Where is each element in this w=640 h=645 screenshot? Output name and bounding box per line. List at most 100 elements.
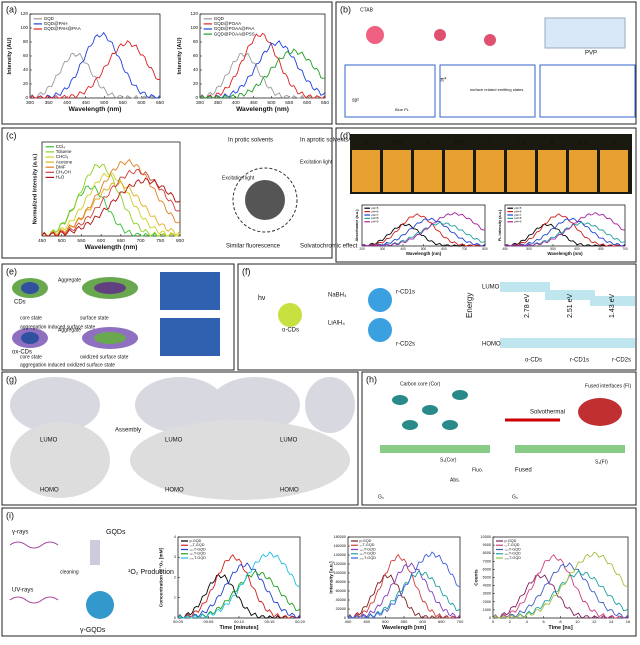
annotation: core state bbox=[20, 315, 42, 321]
x-tick-label: 500 bbox=[267, 100, 275, 106]
y-tick-label: 1 bbox=[174, 596, 176, 600]
annotation: UV-rays bbox=[12, 588, 33, 594]
annotation: CTAB bbox=[360, 7, 374, 13]
i-sketch bbox=[9, 540, 114, 619]
annotation: G₀ bbox=[512, 494, 518, 500]
legend-label: pH=6 bbox=[371, 209, 379, 213]
annotation: aggregation induced oxidized surface sta… bbox=[20, 362, 115, 368]
x-tick-label: 600 bbox=[97, 238, 105, 244]
y-tick-label: 120 bbox=[20, 11, 28, 16]
x-tick-label: 500 bbox=[421, 247, 427, 251]
annotation: PVP bbox=[585, 51, 597, 57]
annotation: Solvothermal bbox=[530, 410, 565, 416]
annotation: S₁(Cor) bbox=[440, 457, 457, 463]
curve bbox=[347, 551, 461, 619]
panel-label: (a) bbox=[6, 4, 17, 14]
panel-frame bbox=[361, 371, 637, 506]
annotation: 2.78 eV bbox=[524, 294, 531, 318]
curve bbox=[504, 217, 626, 247]
y-tick-label: 140000 bbox=[333, 553, 346, 557]
legend-label: ₁₀₀T-GQD bbox=[190, 547, 207, 551]
annotation: 1.43 eV bbox=[609, 294, 616, 318]
panel-label: (b) bbox=[340, 4, 351, 14]
x-tick-label: 300 bbox=[380, 247, 386, 251]
annotation: core state bbox=[20, 354, 42, 360]
x-tick-label: 700 bbox=[457, 619, 464, 624]
y-tick-label: 20 bbox=[193, 81, 199, 86]
x-tick-label: 700 bbox=[622, 247, 628, 251]
y-axis-label: Intensity [a.u.] bbox=[328, 561, 334, 594]
curve bbox=[177, 574, 301, 619]
annotation: oxidized surface state bbox=[80, 354, 129, 360]
annotation: LUMO bbox=[280, 438, 298, 444]
legend-label: CCl₄ bbox=[56, 144, 65, 149]
annotation: sp² bbox=[352, 97, 359, 103]
curve bbox=[361, 212, 486, 247]
x-tick-label: 650 bbox=[117, 238, 125, 244]
y-tick-label: 3 bbox=[174, 555, 176, 559]
x-tick-label: 300 bbox=[26, 100, 34, 106]
x-axis-label: Wavelength (nm) bbox=[69, 106, 122, 113]
curve bbox=[199, 32, 326, 99]
panel-frame bbox=[1, 507, 637, 637]
legend-label: ₁₀₀T-GQD bbox=[360, 547, 377, 551]
x-tick-label: 00:05 bbox=[203, 619, 214, 624]
annotation: 7.5 bbox=[516, 140, 526, 147]
annotation: G₀ bbox=[378, 494, 384, 500]
legend-label: GQD@POAA bbox=[214, 21, 241, 26]
curve bbox=[504, 212, 626, 247]
x-tick-label: 650 bbox=[321, 100, 329, 106]
annotation: 9 bbox=[612, 140, 616, 147]
curve bbox=[347, 574, 461, 619]
x-tick-label: 350 bbox=[45, 100, 53, 106]
curve bbox=[361, 217, 486, 247]
annotation: 8.5 bbox=[578, 140, 588, 147]
curve bbox=[41, 168, 181, 237]
y-tick-label: 80 bbox=[193, 39, 199, 44]
annotation: hν bbox=[258, 295, 266, 302]
y-tick-label: 100 bbox=[190, 25, 198, 30]
panel-frame bbox=[1, 127, 333, 259]
x-tick-label: 400 bbox=[63, 100, 71, 106]
annotation: 6 bbox=[426, 140, 430, 147]
annotation: LUMO bbox=[40, 438, 58, 444]
legend-label: GQD bbox=[44, 16, 55, 21]
x-tick-label: 450 bbox=[38, 238, 46, 244]
legend-label: ₂₀₀T-GQD bbox=[360, 556, 377, 560]
annotation: o-CDs bbox=[525, 358, 542, 364]
legend-label: ₅₀T-GQD bbox=[505, 543, 520, 547]
x-tick-label: 450 bbox=[363, 619, 370, 624]
plot-area bbox=[41, 141, 181, 237]
panel-label: (e) bbox=[6, 266, 17, 276]
x-axis-label: Wavelength (nm) bbox=[85, 244, 138, 251]
legend-label: ₁₀₀T-GQD bbox=[505, 547, 522, 551]
y-tick-label: 3000 bbox=[483, 592, 491, 596]
legend-label: pH=8 bbox=[371, 216, 379, 220]
annotation: 8 bbox=[550, 140, 554, 147]
legend-label: pH=6 bbox=[514, 209, 522, 213]
curve bbox=[199, 40, 326, 99]
x-tick-label: 600 bbox=[137, 100, 145, 106]
annotation: Aggregate bbox=[58, 327, 81, 333]
y-tick-label: 4000 bbox=[483, 584, 491, 588]
panel-label: (h) bbox=[366, 374, 377, 384]
plot-area bbox=[504, 204, 626, 247]
annotation: HOMO bbox=[40, 488, 59, 494]
curve bbox=[41, 163, 181, 237]
legend-label: GQD@PAH bbox=[44, 21, 68, 26]
panel-frame bbox=[335, 1, 637, 125]
y-tick-label: 100 bbox=[20, 25, 28, 30]
annotation: Carbon core (Cor) bbox=[400, 381, 441, 387]
annotation: γ-GQDs bbox=[80, 627, 106, 634]
annotation: Excitation light bbox=[300, 159, 333, 165]
annotation: r-CD2s bbox=[396, 342, 415, 348]
x-tick-label: 550 bbox=[77, 238, 85, 244]
y-axis-label: Intensity (AU) bbox=[177, 37, 183, 74]
x-tick-label: 450 bbox=[250, 100, 258, 106]
annotation: Abs. bbox=[450, 477, 460, 483]
x-tick-label: 700 bbox=[137, 238, 145, 244]
annotation: LUMO bbox=[482, 285, 500, 291]
curve bbox=[199, 52, 326, 99]
y-tick-label: 60 bbox=[193, 53, 199, 58]
x-tick-label: 4 bbox=[526, 619, 529, 624]
